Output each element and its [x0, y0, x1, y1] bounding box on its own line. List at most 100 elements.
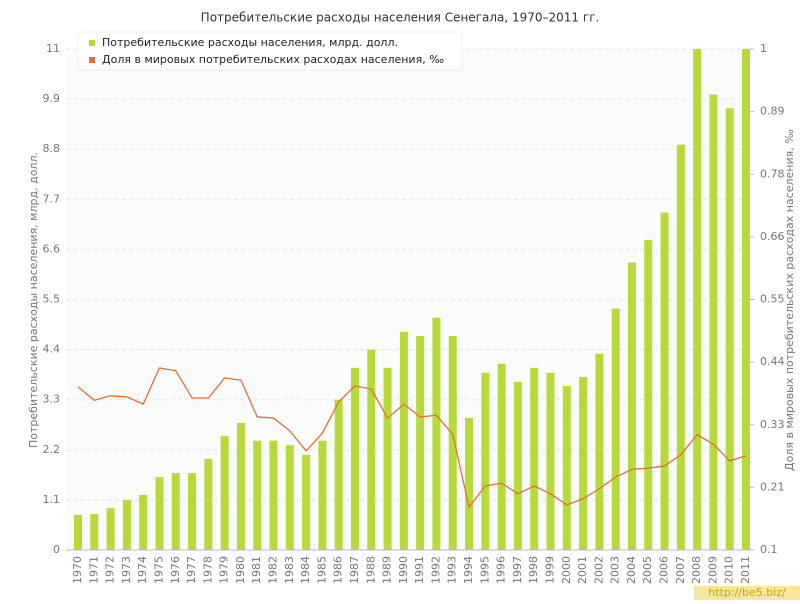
y2-tick-label: 0.66 [760, 230, 785, 243]
x-tick-label: 1999 [543, 556, 556, 584]
x-tick-label: 1987 [348, 556, 361, 584]
y-tick-label: 0 [53, 543, 60, 556]
y-tick-label: 9.9 [43, 92, 61, 105]
watermark: http://be5.biz/ [708, 586, 786, 599]
y2-tick-label: 0.55 [760, 293, 785, 306]
x-tick-label: 1990 [397, 556, 410, 584]
bar [497, 363, 506, 550]
x-tick-label: 1996 [495, 556, 508, 584]
bar [236, 422, 245, 550]
x-tick-label: 1983 [283, 556, 296, 584]
bar [383, 367, 392, 550]
bar [139, 494, 148, 550]
bar [579, 376, 588, 550]
x-tick-label: 1986 [332, 556, 345, 584]
bar [269, 440, 278, 550]
y2-tick-label: 0.89 [760, 105, 785, 118]
y2-tick-label: 0.44 [760, 355, 785, 368]
x-tick-label: 1971 [87, 556, 100, 584]
x-tick-label: 1997 [511, 556, 524, 584]
x-tick-label: 2002 [592, 556, 605, 584]
legend-label: Потребительские расходы населения, млрд.… [102, 36, 398, 49]
bar [253, 440, 262, 550]
chart-title: Потребительские расходы населения Сенега… [201, 11, 600, 25]
bar [334, 399, 343, 550]
x-tick-label: 1976 [169, 556, 182, 584]
bar [220, 436, 229, 550]
bar [350, 367, 359, 550]
bar [74, 514, 82, 550]
x-tick-label: 1992 [429, 556, 442, 584]
x-tick-label: 2010 [723, 556, 736, 584]
bar [318, 440, 327, 550]
bar [171, 473, 180, 550]
legend-label: Доля в мировых потребительских расходах … [102, 53, 444, 66]
x-tick-label: 1989 [381, 556, 394, 584]
x-tick-label: 1975 [152, 556, 165, 584]
y-tick-label: 3.3 [43, 393, 61, 406]
bar [562, 386, 571, 550]
x-tick-label: 1993 [446, 556, 459, 584]
y2-tick-label: 0.21 [760, 480, 785, 493]
bar [302, 454, 311, 550]
x-tick-label: 1977 [185, 556, 198, 584]
bar [465, 417, 474, 550]
bar [627, 262, 636, 550]
y-tick-label: 1.1 [43, 493, 61, 506]
y-tick-label: 5.5 [43, 293, 61, 306]
x-tick-label: 1973 [120, 556, 133, 584]
x-tick-label: 1991 [413, 556, 426, 584]
bar [725, 108, 734, 550]
x-tick-label: 1988 [364, 556, 377, 584]
x-tick-label: 1985 [315, 556, 328, 584]
bar [399, 331, 408, 550]
x-tick-label: 2006 [658, 556, 671, 584]
y-tick-label: 4.4 [43, 343, 61, 356]
x-tick-label: 2005 [641, 556, 654, 584]
y-tick-label: 8.8 [43, 142, 61, 155]
x-tick-label: 1984 [299, 556, 312, 584]
y-tick-label: 2.2 [43, 443, 61, 456]
y-tick-label: 6.6 [43, 242, 61, 255]
bar [595, 353, 604, 550]
bar [106, 508, 115, 550]
x-tick-label: 1998 [527, 556, 540, 584]
x-tick-label: 1995 [478, 556, 491, 584]
bar [204, 458, 213, 550]
x-tick-label: 2003 [609, 556, 622, 584]
y-tick-label: 11 [46, 42, 60, 55]
y2-tick-label: 0.78 [760, 167, 785, 180]
bar [367, 349, 376, 550]
x-tick-label: 2000 [560, 556, 573, 584]
bar [676, 144, 685, 551]
x-tick-label: 2007 [674, 556, 687, 584]
bar [644, 239, 653, 550]
legend-swatch [89, 40, 95, 46]
x-tick-label: 1979 [218, 556, 231, 584]
bar [155, 477, 164, 550]
legend-box [77, 31, 463, 71]
x-tick-label: 1978 [201, 556, 214, 584]
x-tick-label: 2009 [706, 556, 719, 584]
x-tick-label: 1972 [104, 556, 117, 584]
watermark-bg [694, 586, 800, 600]
bar [122, 499, 131, 550]
x-tick-label: 1982 [267, 556, 280, 584]
bar [448, 335, 457, 550]
bar [546, 372, 555, 550]
x-tick-label: 1970 [71, 556, 84, 584]
bar [432, 317, 441, 550]
x-tick-label: 1994 [462, 556, 475, 584]
y2-tick-label: 0.1 [760, 543, 778, 556]
bar [416, 335, 425, 550]
y2-tick-label: 0.33 [760, 418, 785, 431]
y-tick-label: 7.7 [43, 192, 61, 205]
x-tick-label: 1974 [136, 556, 149, 584]
legend-swatch [89, 57, 95, 63]
y-axis-title: Потребительские расходы населения, млрд.… [27, 152, 40, 448]
bar [285, 445, 294, 550]
bar [188, 473, 197, 550]
line [77, 367, 747, 509]
bar [693, 49, 702, 550]
